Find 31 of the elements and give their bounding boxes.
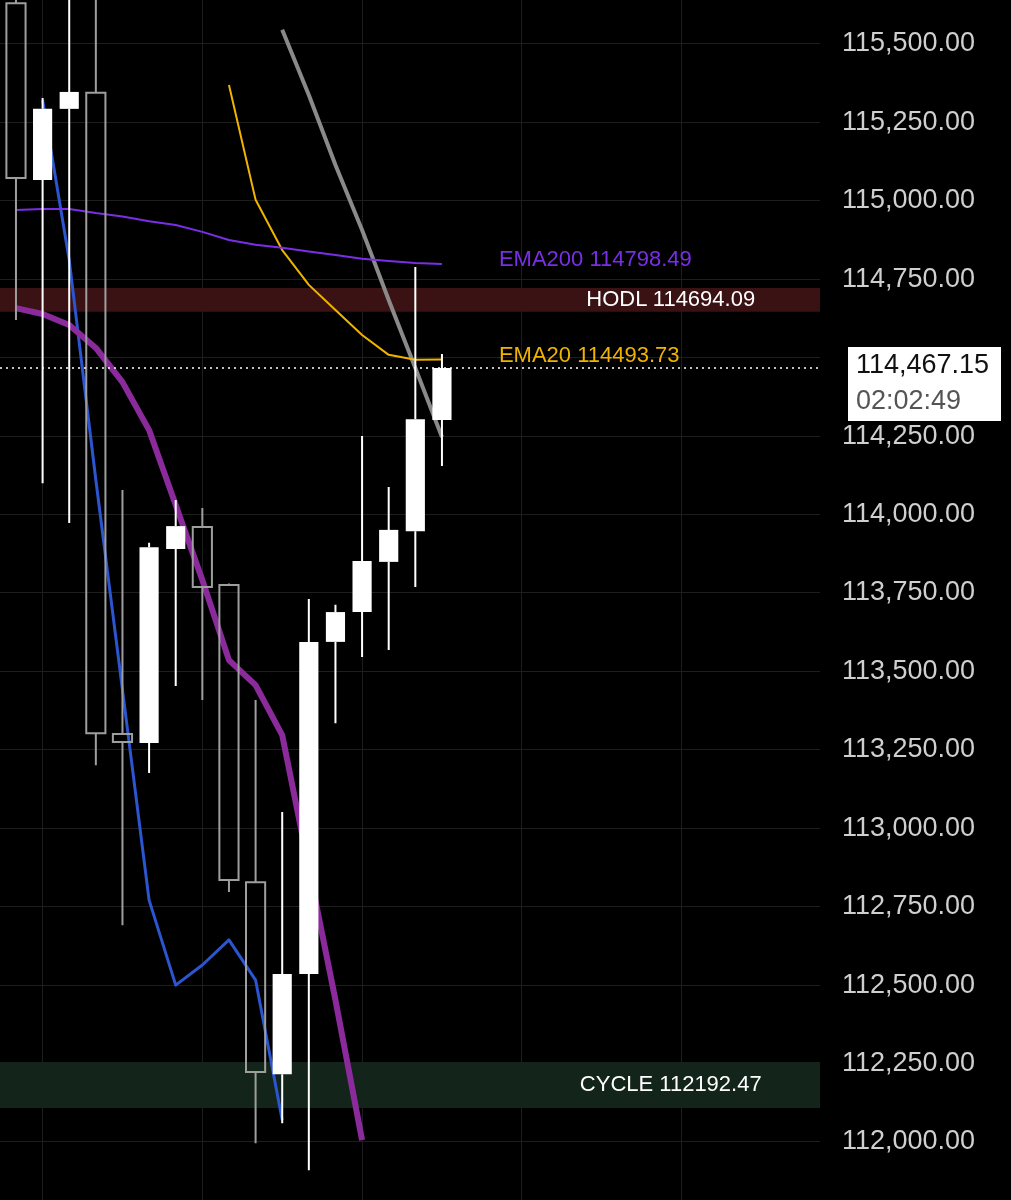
y-tick-label: 112,000.00 (842, 1125, 976, 1156)
y-tick-label: 113,500.00 (842, 654, 976, 685)
text: EMA20 114493.73 (498, 341, 680, 367)
candlestick (245, 698, 267, 1145)
candlestick (191, 506, 213, 701)
y-tick-label: 113,750.00 (842, 576, 976, 607)
y-tick-label: 113,000.00 (842, 811, 976, 842)
candlestick (325, 603, 346, 725)
candlestick (272, 810, 292, 1125)
candlestick (379, 485, 399, 652)
candlestick (85, 0, 107, 767)
y-tick-label: 112,750.00 (842, 890, 976, 921)
candlestick (299, 597, 319, 1172)
text: 02:02:49 (856, 385, 962, 416)
y-tick-label: 115,000.00 (842, 184, 976, 215)
band-label: CYCLE 112192.47 (579, 1071, 762, 1097)
candlestick (352, 435, 372, 658)
y-tick-label: 112,500.00 (842, 968, 976, 999)
y-tick-label: 112,250.00 (842, 1046, 976, 1077)
candlestick (139, 541, 159, 775)
candlestick (166, 499, 186, 688)
y-tick-label: 115,500.00 (842, 27, 976, 58)
y-tick-label: 115,250.00 (842, 105, 976, 136)
text: EMA200 114798.49 (498, 246, 692, 272)
y-tick-label: 114,750.00 (842, 262, 976, 293)
y-tick-label: 113,250.00 (842, 733, 976, 764)
y-tick-label: 114,250.00 (842, 419, 976, 450)
ref-line-label: 114,467.15 (856, 349, 990, 380)
candlestick (5, 0, 27, 321)
y-tick-label: 114,000.00 (842, 497, 976, 528)
band-label: HODL 114694.09 (586, 285, 756, 311)
